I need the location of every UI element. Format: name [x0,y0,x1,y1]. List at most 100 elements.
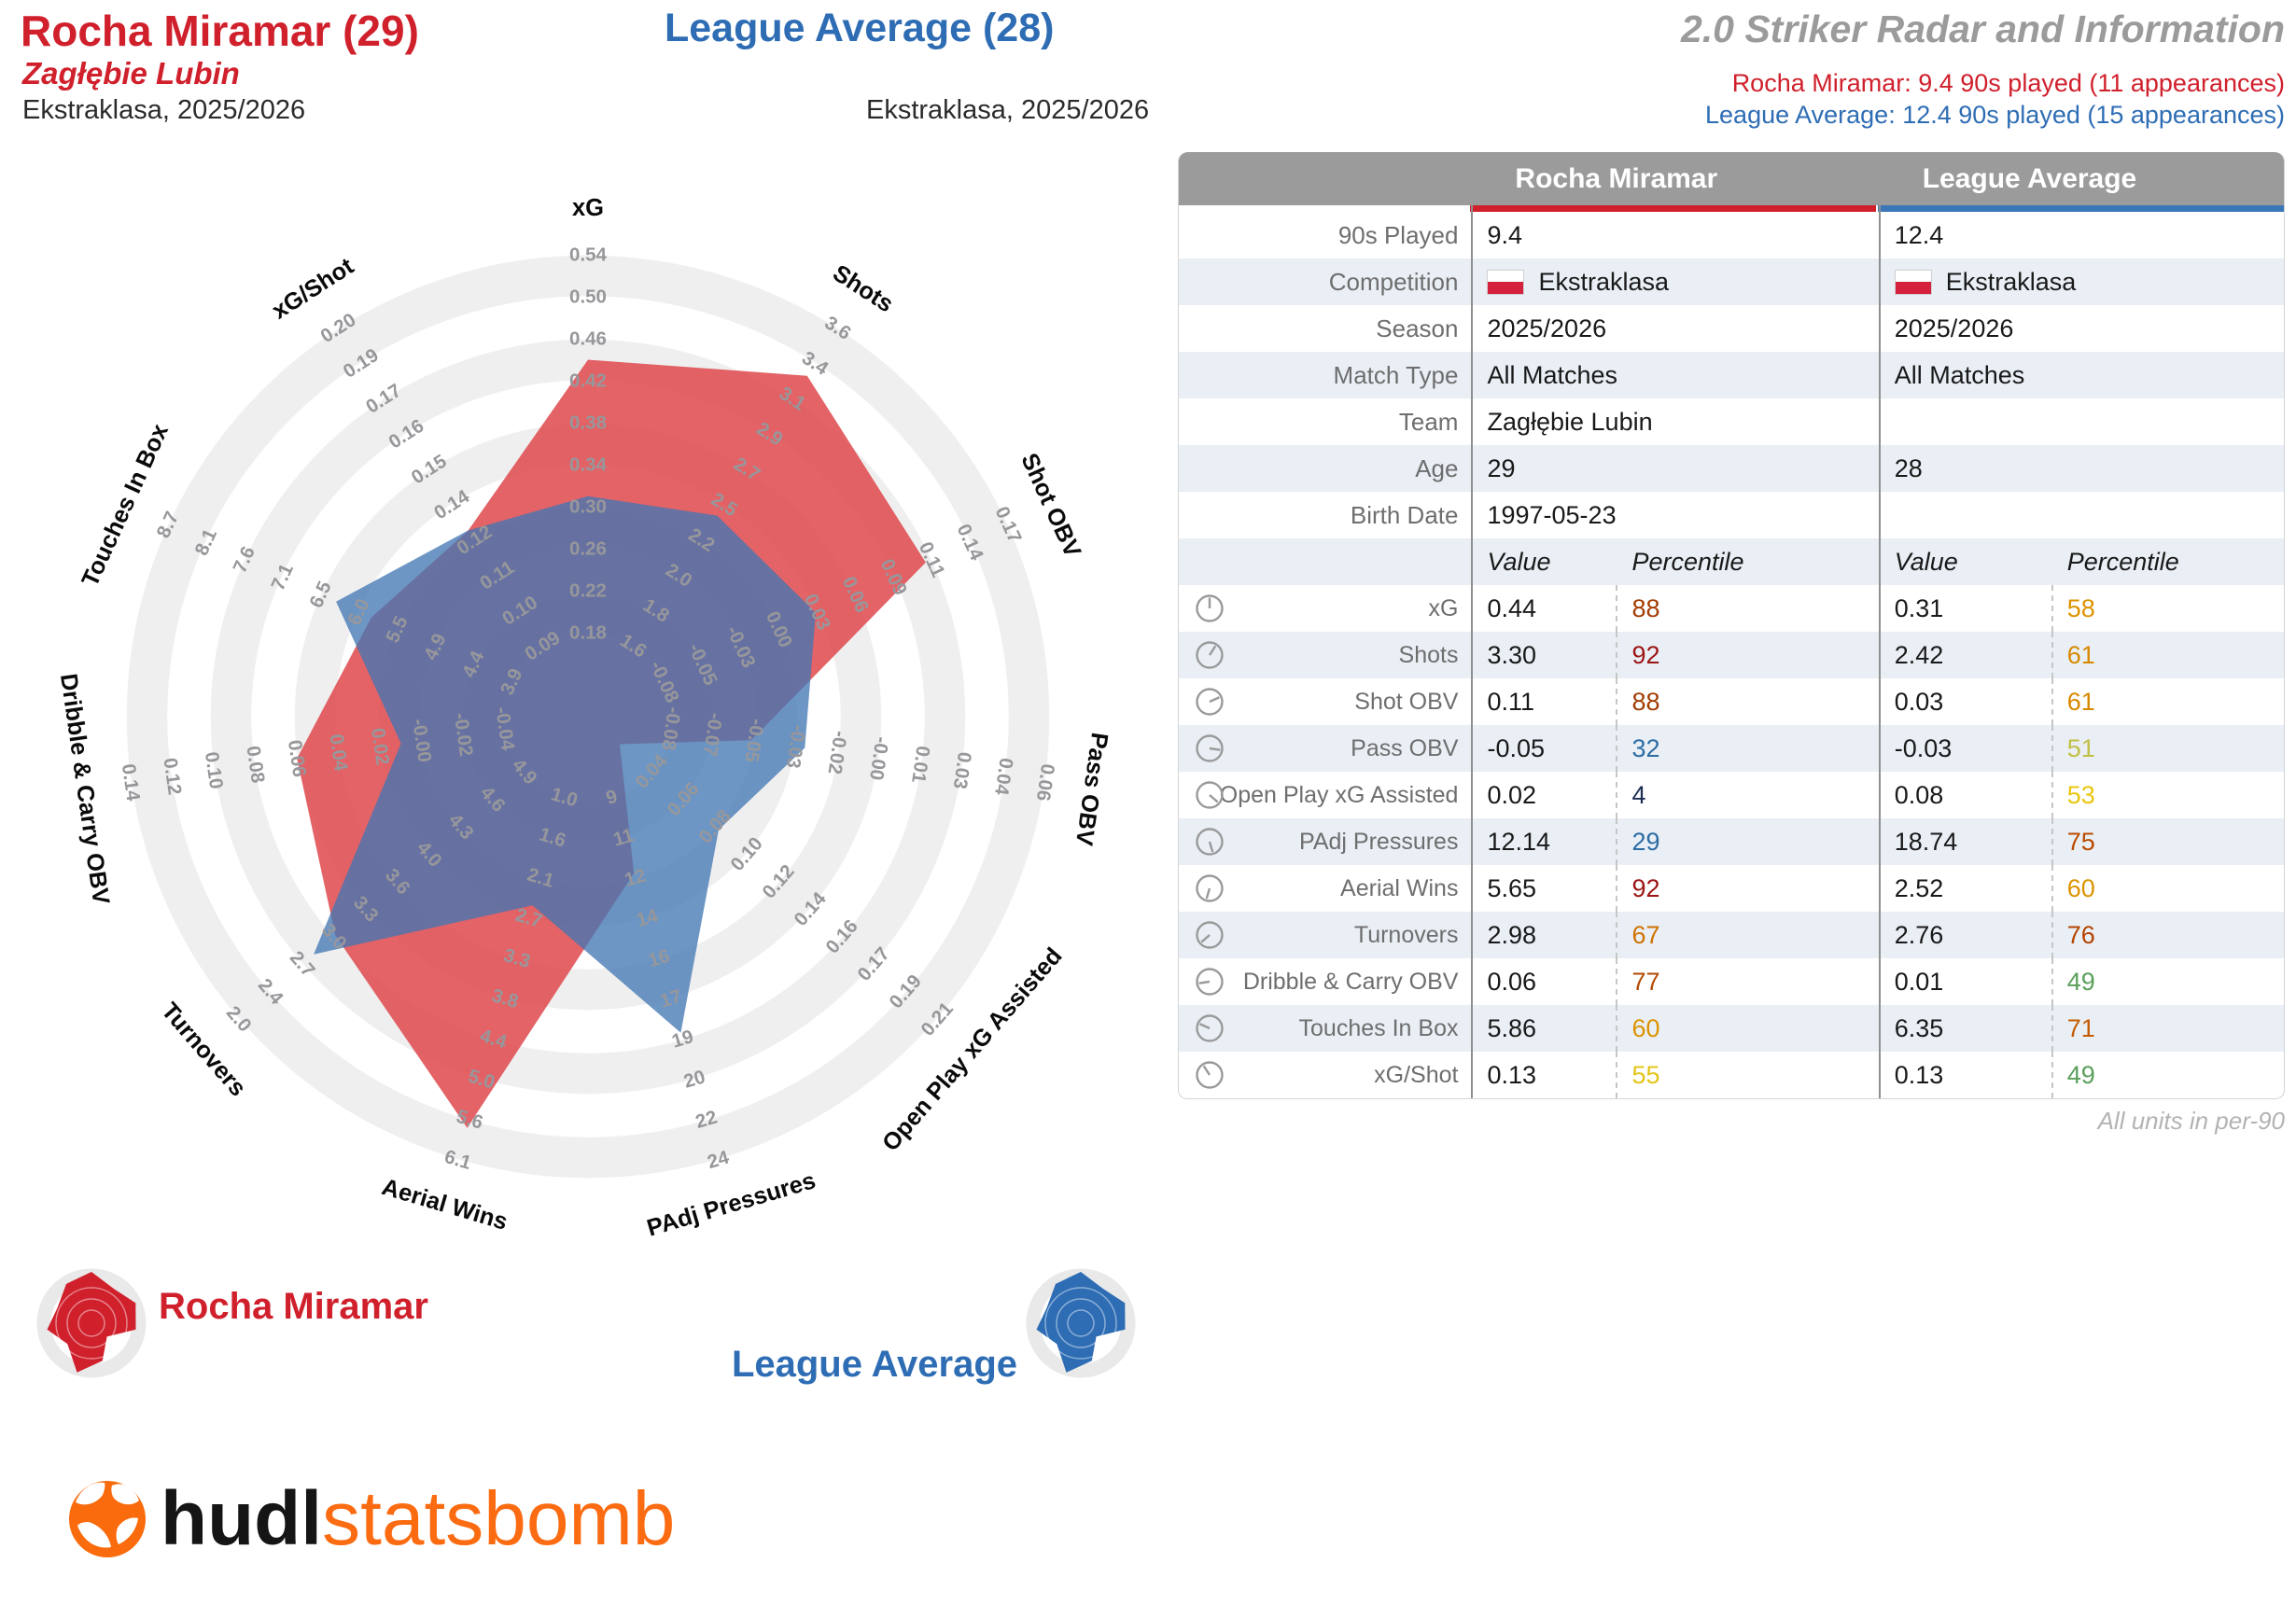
league-stat-percentile: 49 [2051,958,2095,1005]
info-row: Birth Date 1997-05-23 [1179,492,2284,538]
svg-text:0.14: 0.14 [118,762,145,802]
player-stat-percentile: 92 [1616,865,1660,912]
info-row-label: Birth Date [1350,500,1459,529]
league-stat-percentile: 71 [2051,1005,2095,1052]
league-stat-percentile: 51 [2051,725,2095,772]
svg-text:2.7: 2.7 [513,904,545,932]
svg-text:-0.05: -0.05 [740,718,767,764]
player-team: Zagłębie Lubin [22,56,240,91]
svg-text:2.7: 2.7 [730,454,763,486]
player-stat-value: 0.06 [1487,967,1537,996]
svg-text:16: 16 [646,945,672,971]
league-stat-value: 0.31 [1894,593,1944,622]
comparison-table: Rocha Miramar League Average 90s Played … [1178,152,2285,1099]
axis-direction-clock-icon [1196,921,1224,949]
poland-flag-icon [1487,269,1525,295]
player-stat-percentile: 88 [1616,678,1660,725]
svg-text:0.10: 0.10 [498,592,541,630]
svg-text:Aerial Wins: Aerial Wins [379,1174,511,1235]
svg-text:9: 9 [604,786,620,809]
league-stat-percentile: 53 [2051,772,2095,818]
stat-name: Pass OBV [1351,734,1459,761]
svg-text:PAdj Pressures: PAdj Pressures [644,1167,819,1241]
player-stat-value: 5.86 [1487,1013,1537,1042]
report-title: 2.0 Striker Radar and Information [1680,7,2285,50]
svg-text:0.20: 0.20 [316,309,359,347]
table-header-league: League Average [1922,162,2137,194]
svg-text:Pass OBV: Pass OBV [1071,731,1113,847]
svg-text:0.06: 0.06 [838,573,873,616]
svg-text:0.00: 0.00 [762,608,796,651]
svg-text:0.06: 0.06 [1032,762,1058,802]
stat-row-label: Dribble & Carry OBV [1179,958,1470,1005]
svg-text:0.01: 0.01 [907,745,933,785]
player-stat-percentile: 32 [1616,725,1660,772]
svg-text:0.04: 0.04 [990,757,1017,797]
svg-text:0.03: 0.03 [949,750,975,790]
player-stat-percentile: 60 [1616,1005,1660,1052]
svg-text:0.18: 0.18 [569,622,607,644]
league-stat-percentile: 58 [2051,585,2095,632]
player-stat-value: 0.13 [1487,1060,1537,1089]
svg-text:4.3: 4.3 [444,810,478,844]
svg-text:0.19: 0.19 [340,344,383,383]
svg-text:1.0: 1.0 [549,783,581,811]
axis-direction-clock-icon [1196,1061,1224,1089]
legend-player-label: Rocha Miramar [159,1286,428,1327]
info-row-player-value: 2025/2026 [1487,314,1607,342]
player-title: Rocha Miramar (29) [21,7,419,55]
svg-text:4.6: 4.6 [476,782,510,816]
svg-text:11: 11 [610,824,636,850]
info-row: Age 29 28 [1179,445,2284,492]
svg-text:3.6: 3.6 [820,312,854,344]
info-row: Season 2025/2026 2025/2026 [1179,305,2284,352]
svg-text:24: 24 [705,1147,732,1174]
svg-text:8.1: 8.1 [190,525,221,558]
svg-text:0.06: 0.06 [284,738,310,778]
svg-text:0.34: 0.34 [569,454,607,476]
svg-text:3.4: 3.4 [798,347,833,380]
svg-text:0.04: 0.04 [631,750,672,793]
info-row-label: Team [1398,407,1459,436]
svg-text:0.06: 0.06 [663,778,704,820]
svg-text:0.09: 0.09 [521,627,564,665]
svg-text:0.10: 0.10 [201,750,227,790]
table-divider-1 [1471,205,1473,1098]
svg-text:Dribble & Carry OBV: Dribble & Carry OBV [55,672,114,906]
svg-text:3.1: 3.1 [776,383,809,415]
svg-text:3.3: 3.3 [349,892,383,927]
svg-text:12: 12 [623,864,649,890]
axis-direction-clock-icon [1196,781,1224,809]
units-footnote: All units in per-90 [2097,1107,2285,1135]
league-stat-value: 0.08 [1894,780,1944,809]
table-header-row: Rocha Miramar League Average [1179,152,2284,205]
league-stat-value: 0.01 [1894,967,1944,996]
svg-text:0.14: 0.14 [953,521,988,564]
axis-direction-clock-icon [1196,968,1224,996]
info-row-label: Competition [1328,267,1459,296]
svg-text:0.09: 0.09 [876,556,911,599]
info-row-label: Age [1415,454,1459,482]
league-competition: Ekstraklasa, 2025/2026 [866,95,1150,125]
legend-league-label: League Average [731,1344,1017,1385]
axis-direction-clock-icon [1196,828,1224,856]
player-accent-bar [1470,205,1876,212]
svg-text:3.0: 3.0 [317,919,351,954]
info-row-league-value [1878,492,2284,538]
svg-text:1.8: 1.8 [639,594,673,627]
svg-text:3.6: 3.6 [381,865,414,900]
league-stat-value: 2.52 [1894,873,1944,902]
svg-text:6.0: 6.0 [343,595,374,628]
svg-text:0.03: 0.03 [800,591,834,634]
svg-text:0.14: 0.14 [430,485,474,523]
svg-text:Touches In Box: Touches In Box [77,420,174,591]
info-row-player-value: 9.4 [1487,220,1523,249]
svg-text:2.9: 2.9 [752,418,786,451]
player-stat-percentile: 29 [1616,818,1660,865]
info-row-label: 90s Played [1337,220,1459,249]
svg-text:0.26: 0.26 [569,538,607,560]
player-stat-value: 12.14 [1487,827,1551,856]
svg-text:2.4: 2.4 [254,974,287,1009]
svg-text:0.21: 0.21 [917,998,958,1040]
info-row-player-value: 29 [1487,454,1516,482]
